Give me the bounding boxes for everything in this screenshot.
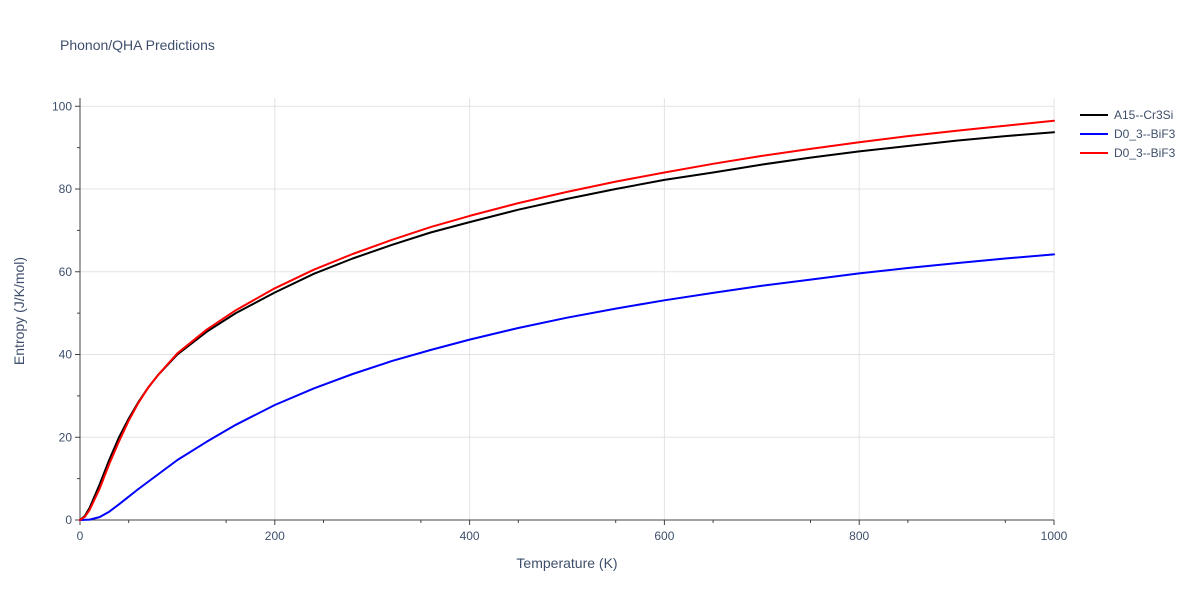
y-tick-label: 80: [59, 182, 73, 196]
legend[interactable]: A15--Cr3Si D0_3--BiF3 D0_3--BiF3: [1080, 108, 1176, 160]
series-line-1[interactable]: [79, 253, 1055, 521]
x-tick-label: 200: [265, 529, 285, 543]
y-axis-label: Entropy (J/K/mol): [11, 257, 27, 365]
legend-label-1[interactable]: D0_3--BiF3: [1114, 127, 1176, 141]
chart-title: Phonon/QHA Predictions: [60, 37, 215, 53]
x-tick-label: 800: [849, 529, 869, 543]
grid: [80, 98, 1055, 520]
x-tick-label: 1000: [1041, 529, 1068, 543]
y-tick-label: 40: [59, 348, 73, 362]
y-tick-label: 100: [52, 99, 72, 113]
x-tick-label: 400: [460, 529, 480, 543]
series-line-2[interactable]: [79, 119, 1055, 521]
legend-label-0[interactable]: A15--Cr3Si: [1114, 108, 1173, 122]
y-tick-label: 60: [59, 265, 73, 279]
series-line-0[interactable]: [79, 131, 1055, 521]
y-tick-label: 20: [59, 430, 73, 444]
x-tick-label: 0: [77, 529, 84, 543]
x-axis-label: Temperature (K): [516, 555, 617, 571]
plot-area[interactable]: [79, 119, 1055, 521]
axes: 0 200 400 600 800 1000 0 20 40 60 80 100: [52, 98, 1068, 543]
y-tick-label: 0: [65, 513, 72, 527]
x-tick-label: 600: [654, 529, 674, 543]
legend-label-2[interactable]: D0_3--BiF3: [1114, 146, 1176, 160]
